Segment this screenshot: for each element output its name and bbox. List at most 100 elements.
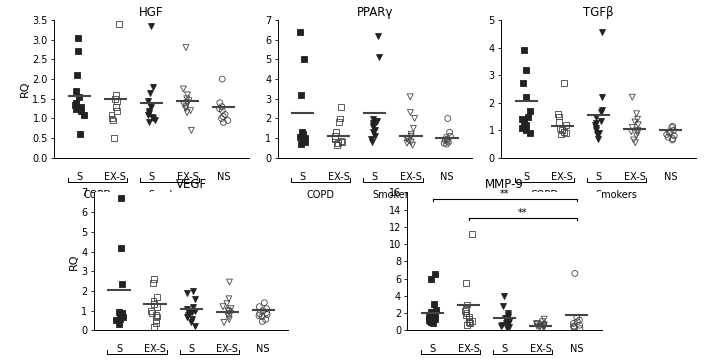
Text: S: S bbox=[372, 172, 378, 182]
Point bbox=[298, 136, 309, 142]
Point bbox=[667, 136, 678, 142]
Text: EX-S: EX-S bbox=[458, 344, 479, 354]
Point bbox=[368, 122, 379, 128]
Point bbox=[183, 98, 195, 104]
Point bbox=[368, 121, 379, 126]
Point bbox=[367, 117, 379, 122]
Point bbox=[261, 306, 273, 311]
Point bbox=[71, 100, 82, 106]
Point bbox=[335, 104, 347, 110]
Point bbox=[441, 141, 452, 147]
Point bbox=[71, 72, 83, 78]
Point bbox=[115, 195, 127, 201]
Point bbox=[221, 301, 233, 307]
Point bbox=[181, 96, 193, 102]
Point bbox=[502, 317, 513, 323]
Point bbox=[145, 23, 156, 29]
Point bbox=[336, 139, 348, 145]
Point bbox=[534, 325, 545, 330]
Point bbox=[524, 130, 536, 136]
Point bbox=[117, 313, 128, 318]
Y-axis label: RQ: RQ bbox=[68, 253, 79, 270]
Point bbox=[597, 94, 609, 100]
Point bbox=[143, 110, 155, 115]
Point bbox=[517, 81, 528, 86]
Y-axis label: RQ: RQ bbox=[19, 81, 30, 97]
Point bbox=[185, 310, 196, 315]
Point bbox=[151, 312, 162, 318]
Point bbox=[560, 122, 572, 128]
Point bbox=[333, 119, 345, 125]
Point bbox=[147, 280, 159, 286]
Point bbox=[151, 294, 162, 300]
Point bbox=[534, 323, 546, 329]
Text: Smokers: Smokers bbox=[149, 190, 190, 200]
Point bbox=[371, 119, 383, 125]
Point bbox=[147, 115, 159, 121]
Point bbox=[331, 142, 342, 148]
Point bbox=[628, 137, 640, 143]
Point bbox=[332, 140, 344, 146]
Point bbox=[539, 316, 550, 322]
Text: **: ** bbox=[500, 189, 510, 199]
Point bbox=[409, 115, 420, 121]
Point bbox=[520, 94, 531, 100]
Point bbox=[429, 312, 441, 318]
Point bbox=[296, 129, 308, 135]
Point bbox=[590, 122, 601, 128]
Point bbox=[224, 279, 235, 285]
Point bbox=[402, 135, 413, 141]
Point bbox=[331, 129, 342, 135]
Point bbox=[627, 94, 638, 100]
Point bbox=[182, 110, 193, 115]
Point bbox=[558, 129, 570, 135]
Point bbox=[407, 126, 419, 131]
Point bbox=[368, 129, 379, 135]
Point bbox=[536, 319, 548, 325]
Point bbox=[593, 130, 605, 136]
Point bbox=[553, 111, 565, 117]
Point bbox=[298, 57, 310, 62]
Point bbox=[521, 127, 532, 133]
Point bbox=[295, 92, 306, 98]
Point bbox=[259, 300, 270, 306]
Point bbox=[531, 321, 543, 327]
Point bbox=[224, 317, 235, 322]
Point bbox=[224, 309, 235, 314]
Point bbox=[572, 319, 583, 325]
Point bbox=[461, 310, 472, 316]
Point bbox=[113, 21, 125, 27]
Point bbox=[329, 133, 341, 139]
Point bbox=[538, 324, 549, 330]
Title: MMP-9: MMP-9 bbox=[485, 178, 524, 191]
Point bbox=[503, 320, 514, 326]
Point bbox=[260, 317, 271, 322]
Text: EX-S: EX-S bbox=[328, 172, 350, 182]
Point bbox=[668, 133, 680, 139]
Point bbox=[214, 106, 226, 111]
Point bbox=[441, 134, 452, 140]
Point bbox=[466, 231, 478, 237]
Text: NS: NS bbox=[441, 172, 454, 182]
Point bbox=[74, 131, 86, 137]
Point bbox=[667, 137, 678, 143]
Point bbox=[177, 86, 189, 92]
Point bbox=[224, 314, 235, 319]
Point bbox=[335, 115, 346, 121]
Point bbox=[503, 310, 514, 316]
Point bbox=[217, 304, 229, 310]
Point bbox=[404, 94, 416, 100]
Point bbox=[500, 315, 511, 321]
Text: S: S bbox=[523, 172, 529, 182]
Point bbox=[190, 296, 201, 302]
Point bbox=[254, 311, 265, 317]
Point bbox=[539, 322, 550, 328]
Point bbox=[661, 131, 673, 137]
Point bbox=[425, 277, 437, 282]
Point bbox=[373, 54, 385, 60]
Point bbox=[219, 112, 231, 118]
Point bbox=[329, 136, 340, 142]
Point bbox=[223, 296, 234, 302]
Point bbox=[590, 121, 601, 126]
Point bbox=[117, 314, 128, 319]
